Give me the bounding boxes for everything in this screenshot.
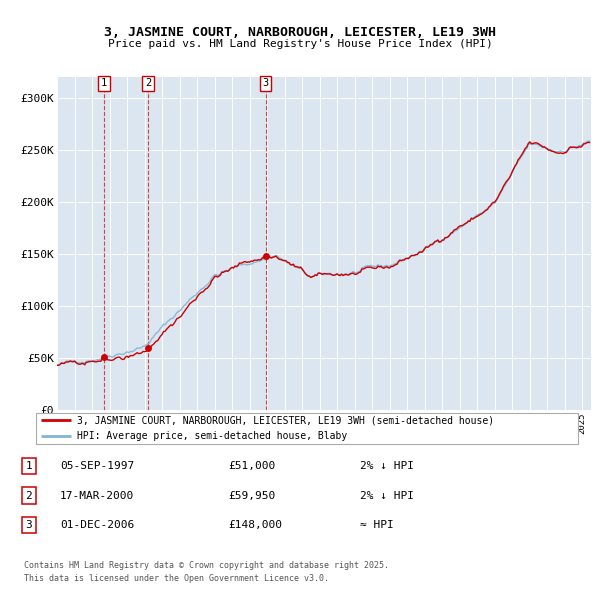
Text: £51,000: £51,000: [228, 461, 275, 471]
Text: HPI: Average price, semi-detached house, Blaby: HPI: Average price, semi-detached house,…: [77, 431, 347, 441]
Text: 3: 3: [263, 78, 269, 88]
Text: 17-MAR-2000: 17-MAR-2000: [60, 491, 134, 500]
Text: 2% ↓ HPI: 2% ↓ HPI: [360, 491, 414, 500]
Text: Price paid vs. HM Land Registry's House Price Index (HPI): Price paid vs. HM Land Registry's House …: [107, 40, 493, 49]
Text: ≈ HPI: ≈ HPI: [360, 520, 394, 530]
Text: 2: 2: [145, 78, 151, 88]
Text: 2% ↓ HPI: 2% ↓ HPI: [360, 461, 414, 471]
Text: Contains HM Land Registry data © Crown copyright and database right 2025.
This d: Contains HM Land Registry data © Crown c…: [24, 562, 389, 583]
Text: £148,000: £148,000: [228, 520, 282, 530]
Text: 3, JASMINE COURT, NARBOROUGH, LEICESTER, LE19 3WH: 3, JASMINE COURT, NARBOROUGH, LEICESTER,…: [104, 26, 496, 39]
Text: 05-SEP-1997: 05-SEP-1997: [60, 461, 134, 471]
Text: 1: 1: [101, 78, 107, 88]
FancyBboxPatch shape: [36, 412, 578, 444]
Text: 01-DEC-2006: 01-DEC-2006: [60, 520, 134, 530]
Text: 3: 3: [25, 520, 32, 530]
Text: 3, JASMINE COURT, NARBOROUGH, LEICESTER, LE19 3WH (semi-detached house): 3, JASMINE COURT, NARBOROUGH, LEICESTER,…: [77, 415, 494, 425]
Text: 2: 2: [25, 491, 32, 500]
Text: £59,950: £59,950: [228, 491, 275, 500]
Text: 1: 1: [25, 461, 32, 471]
